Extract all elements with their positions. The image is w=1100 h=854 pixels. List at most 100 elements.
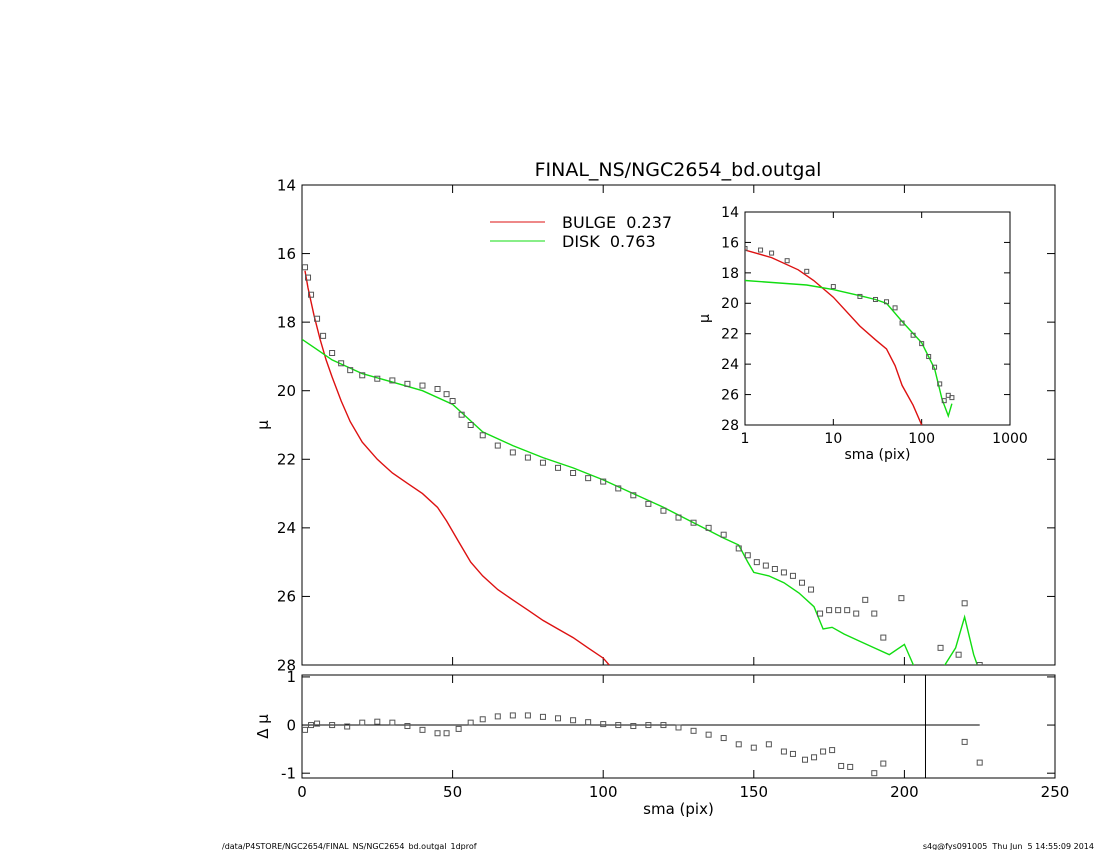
data-point bbox=[338, 360, 345, 367]
x-tick-label: 10 bbox=[824, 431, 842, 447]
plot-area bbox=[302, 675, 983, 778]
data-point bbox=[302, 726, 309, 733]
y-tick-label: 26 bbox=[721, 387, 739, 403]
y-tick-label: 22 bbox=[721, 327, 739, 343]
y-tick-label: 18 bbox=[721, 266, 739, 282]
x-tick-label: 0 bbox=[297, 783, 307, 801]
data-point bbox=[600, 721, 607, 728]
data-point bbox=[898, 595, 905, 602]
chart-title: FINAL_NS/NGC2654_bd.outgal bbox=[535, 159, 822, 181]
data-point bbox=[780, 569, 787, 576]
y-tick-label: 22 bbox=[277, 451, 296, 469]
data-point bbox=[374, 375, 381, 382]
data-point bbox=[857, 293, 863, 299]
data-point bbox=[374, 718, 381, 725]
data-point bbox=[830, 284, 836, 290]
data-point bbox=[844, 607, 851, 614]
x-axis-label: sma (pix) bbox=[845, 447, 911, 463]
data-point bbox=[872, 296, 878, 302]
data-point bbox=[615, 722, 622, 729]
data-point bbox=[949, 395, 955, 401]
data-point bbox=[675, 514, 682, 521]
data-point bbox=[467, 719, 474, 726]
data-point bbox=[871, 770, 878, 777]
data-point bbox=[570, 470, 577, 476]
data-point bbox=[811, 754, 818, 761]
data-point bbox=[509, 449, 516, 456]
data-point bbox=[645, 500, 652, 507]
y-axis-label: μ bbox=[697, 314, 713, 323]
plot-frame bbox=[301, 674, 1056, 779]
profile-line bbox=[745, 279, 953, 419]
data-point bbox=[880, 634, 887, 641]
y-tick-label: 20 bbox=[277, 382, 296, 400]
data-point bbox=[884, 299, 890, 305]
data-point bbox=[769, 250, 775, 256]
y-tick-label: 20 bbox=[721, 296, 739, 312]
data-point bbox=[829, 747, 836, 754]
data-point bbox=[660, 722, 667, 729]
data-point bbox=[926, 354, 932, 360]
data-point bbox=[539, 713, 546, 720]
data-point bbox=[675, 724, 682, 731]
data-point bbox=[389, 377, 396, 384]
y-tick-label: 0 bbox=[286, 716, 296, 734]
data-point bbox=[524, 454, 531, 461]
data-point bbox=[494, 442, 501, 449]
data-point bbox=[817, 610, 824, 617]
legend-label: BULGE 0.237 bbox=[562, 213, 672, 232]
data-point bbox=[630, 723, 637, 730]
data-point bbox=[467, 422, 474, 428]
data-point bbox=[443, 730, 450, 737]
data-point bbox=[320, 332, 327, 339]
data-point bbox=[705, 524, 712, 531]
y-tick-label: 16 bbox=[277, 245, 296, 263]
profile-line bbox=[302, 338, 979, 665]
x-tick-label: 150 bbox=[739, 783, 768, 801]
y-tick-label: 1 bbox=[286, 668, 296, 686]
data-point bbox=[720, 735, 727, 742]
plot-area bbox=[302, 264, 983, 665]
data-point bbox=[524, 712, 531, 719]
data-point bbox=[976, 759, 983, 766]
data-point bbox=[932, 364, 938, 370]
y-tick-label: 26 bbox=[277, 588, 296, 606]
data-point bbox=[961, 738, 968, 745]
data-point bbox=[735, 545, 742, 552]
data-point bbox=[404, 723, 411, 730]
data-point bbox=[705, 731, 712, 738]
y-tick-label: 14 bbox=[721, 205, 739, 221]
x-tick-label: 1 bbox=[741, 431, 750, 447]
y-tick-label: 24 bbox=[721, 357, 739, 373]
data-point bbox=[838, 762, 845, 769]
data-point bbox=[847, 763, 854, 770]
x-tick-label: 200 bbox=[890, 783, 919, 801]
data-point bbox=[826, 607, 833, 614]
data-point bbox=[789, 750, 796, 757]
data-point bbox=[765, 741, 772, 748]
data-point bbox=[539, 459, 546, 466]
data-point bbox=[615, 485, 622, 492]
data-point bbox=[762, 562, 769, 569]
data-point bbox=[359, 719, 366, 726]
data-point bbox=[802, 756, 809, 763]
data-point bbox=[745, 246, 748, 252]
data-point bbox=[329, 350, 336, 356]
legend-label: DISK 0.763 bbox=[562, 232, 656, 251]
plot-area bbox=[745, 246, 955, 425]
data-point bbox=[302, 264, 309, 271]
x-tick-label: 100 bbox=[589, 783, 618, 801]
data-point bbox=[771, 566, 778, 572]
data-point bbox=[880, 760, 887, 767]
y-tick-label: 24 bbox=[277, 519, 296, 537]
data-point bbox=[494, 713, 501, 720]
y-tick-label: 28 bbox=[277, 656, 296, 674]
data-point bbox=[660, 507, 667, 514]
data-point bbox=[555, 464, 562, 471]
data-point bbox=[784, 258, 790, 264]
data-point bbox=[804, 268, 810, 274]
data-point bbox=[570, 717, 577, 724]
data-point bbox=[937, 644, 944, 651]
data-point bbox=[314, 315, 321, 322]
data-point bbox=[871, 610, 878, 617]
